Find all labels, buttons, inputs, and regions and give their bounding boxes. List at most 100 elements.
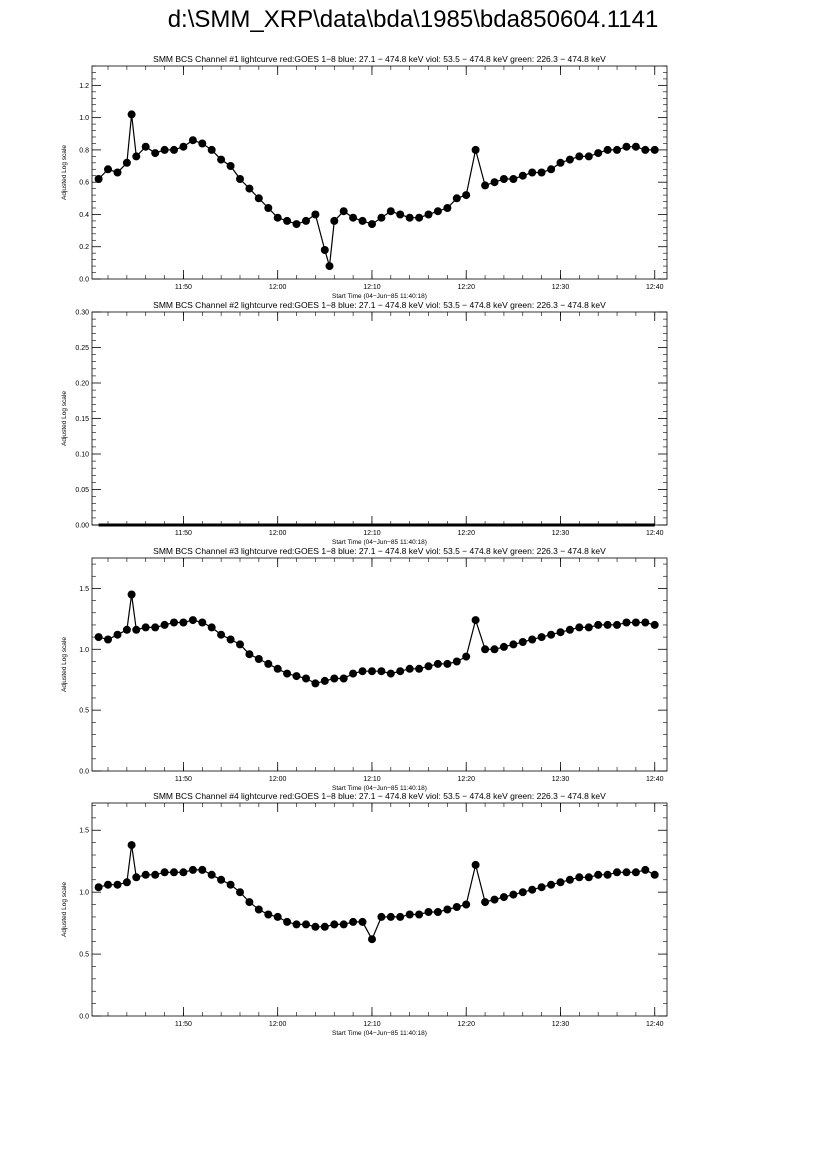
data-point [396,210,405,219]
data-point [122,158,131,167]
data-point [377,667,386,676]
data-point [160,868,169,877]
data-point [283,216,292,225]
data-point [424,210,433,219]
x-tick-label: 12:40 [646,284,664,291]
data-point [104,635,112,644]
x-tick-label: 12:00 [269,776,287,783]
data-point [462,900,471,909]
x-tick-label: 11:50 [175,776,192,783]
data-point [320,922,329,931]
chart-title: SMM BCS Channel #4 lightcurve red:GOES 1… [153,791,606,801]
data-point [311,210,320,219]
data-point [264,910,273,919]
y-tick-label: 0.2 [79,244,89,251]
data-point [537,883,546,892]
data-point [179,868,188,877]
data-point [471,860,480,869]
data-point [127,841,136,850]
data-point [415,664,424,673]
data-point [528,168,537,177]
data-point [339,207,348,216]
chart-title: SMM BCS Channel #3 lightcurve red:GOES 1… [153,546,606,556]
data-point [584,873,593,882]
data-point [575,873,584,882]
data-point [415,213,424,222]
data-point [631,142,640,151]
data-point [622,618,631,627]
x-axis-label: Start Time (04−Jun−85 11:40:18) [332,1030,427,1037]
data-point [132,625,141,634]
data-point [226,880,235,889]
data-point [490,895,499,904]
data-point [254,194,263,203]
data-point [188,865,197,874]
data-point [641,618,650,627]
data-point [292,220,301,229]
data-point [94,633,103,642]
data-point [443,905,452,914]
data-point [631,618,640,627]
data-point [565,875,574,884]
plot-frame [91,802,668,1017]
y-axis-label: Adjusted Log scale [61,637,68,692]
data-point [141,623,150,632]
data-point [207,145,216,154]
data-point [217,630,226,639]
data-point [245,650,254,659]
data-point [273,664,282,673]
data-point [302,674,310,683]
data-point [113,168,122,177]
x-tick-label: 12:00 [269,1021,287,1028]
y-tick-label: 1.2 [79,83,89,90]
data-point [405,910,414,919]
x-tick-label: 12:30 [552,284,570,291]
y-axis-label: Adjusted Log scale [61,882,68,937]
data-point [594,149,603,158]
data-point [283,669,292,678]
data-point [349,669,358,678]
data-point [490,645,499,654]
y-tick-label: 0.00 [75,523,89,530]
data-point [311,922,320,931]
y-tick-label: 0.20 [75,381,89,388]
data-point [528,635,537,644]
data-point [264,204,273,212]
data-point [499,175,508,183]
x-tick-label: 12:10 [363,284,381,291]
data-point [127,590,136,599]
data-point [603,870,612,879]
data-point [104,880,112,889]
data-point [330,920,339,929]
data-point [386,669,395,678]
data-point [94,883,103,892]
data-point [198,618,207,627]
data-point [518,638,527,646]
plot-frame [91,311,668,526]
y-tick-label: 0.25 [75,345,89,352]
data-point [325,262,334,271]
x-tick-label: 12:40 [646,776,664,783]
data-point [575,623,584,632]
y-tick-label: 0.6 [79,180,89,187]
data-point [179,142,188,151]
x-tick-label: 12:00 [269,530,287,537]
data-point [509,640,518,649]
data-point [188,136,197,145]
plot-frame [91,557,668,772]
data-point [207,870,216,879]
data-point [424,662,433,671]
chart-title: SMM BCS Channel #1 lightcurve red:GOES 1… [153,54,606,64]
data-point [462,652,471,661]
data-point [94,175,103,183]
data-point [443,659,452,668]
y-tick-label: 1.5 [79,828,89,835]
y-tick-label: 0.0 [79,769,89,776]
data-point [631,868,640,877]
data-point [405,213,414,222]
data-point [471,145,480,154]
data-point [603,620,612,629]
data-point [132,152,141,161]
data-point [443,204,452,212]
x-tick-label: 12:10 [363,776,381,783]
